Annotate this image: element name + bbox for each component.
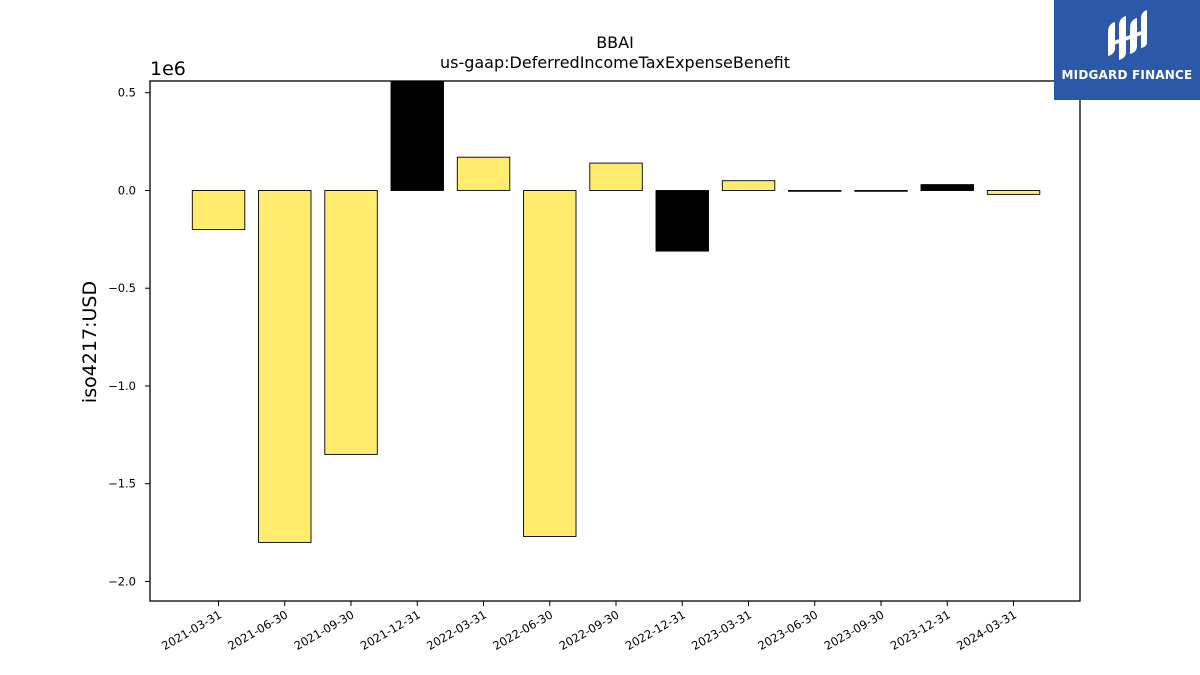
bar-2023-06-30 [788, 190, 842, 192]
midgard-logo-mark-icon [1108, 10, 1147, 60]
x-tick-label: 2021-03-31 [159, 607, 224, 653]
x-tick-label: 2023-12-31 [888, 607, 953, 653]
x-tick-label: 2022-06-30 [490, 607, 555, 653]
midgard-finance-logo: MIDGARD FINANCE [1054, 0, 1200, 100]
y-tick-label: 0.0 [118, 183, 136, 197]
bars-group [191, 80, 1041, 543]
bar-2023-03-31 [721, 180, 776, 191]
x-axis: 2021-03-31 2021-06-30 2021-09-30 2021-12-31… [159, 601, 1019, 653]
chart-subtitle: us-gaap:DeferredIncomeTaxExpenseBenefit [440, 53, 790, 72]
y-axis: 0.5 0.0 −0.5 −1.0 −1.5 −2.0 [108, 86, 150, 588]
bar-2022-09-30 [589, 162, 643, 191]
x-tick-label: 2023-03-31 [689, 607, 754, 653]
chart-title: BBAI [596, 33, 634, 52]
bar-2022-06-30 [523, 190, 577, 537]
x-tick-label: 2021-06-30 [225, 607, 290, 653]
y-tick-label: −0.5 [108, 281, 136, 295]
x-tick-label: 2021-09-30 [292, 607, 357, 653]
x-tick-label: 2022-09-30 [557, 607, 622, 653]
bar-2022-03-31 [456, 156, 511, 191]
x-tick-label: 2023-09-30 [822, 607, 887, 653]
y-axis-label: iso4217:USD [79, 281, 101, 403]
y-tick-label: 0.5 [118, 86, 136, 100]
bar-2023-09-30 [854, 190, 908, 192]
x-tick-label: 2022-03-31 [424, 607, 489, 653]
y-tick-label: −1.0 [108, 379, 136, 393]
bar-2021-06-30 [258, 190, 312, 543]
y-tick-label: −1.5 [108, 477, 136, 491]
plot-frame [149, 80, 1081, 602]
x-tick-label: 2023-06-30 [755, 607, 820, 653]
bar-2024-03-31 [986, 190, 1041, 195]
x-tick-label: 2022-12-31 [623, 607, 688, 653]
bar-2023-12-31 [920, 184, 974, 191]
bar-2021-12-31 [390, 80, 444, 191]
x-tick-label: 2024-03-31 [954, 607, 1019, 653]
x-tick-label: 2021-12-31 [358, 607, 423, 653]
y-scale-label: 1e6 [150, 58, 186, 80]
y-tick-label: −2.0 [108, 574, 136, 588]
logo-text: MIDGARD FINANCE [1061, 68, 1193, 82]
bar-2022-12-31 [655, 190, 709, 252]
bar-2021-03-31 [191, 190, 246, 231]
bar-2021-09-30 [324, 190, 378, 455]
